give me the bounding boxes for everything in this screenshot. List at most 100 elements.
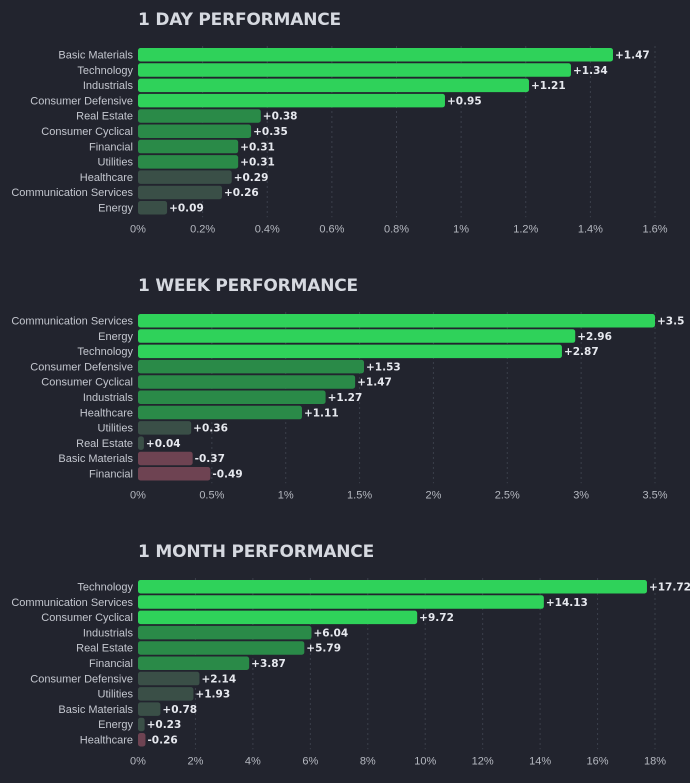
bar [138,595,544,609]
bar [138,375,356,389]
tick-label: 0.8% [384,223,409,235]
category-label: Consumer Cyclical [41,612,133,624]
category-label: Consumer Defensive [30,95,133,107]
category-label: Communication Services [11,187,133,199]
value-label: +2.96 [577,331,612,343]
value-label: +0.78 [162,704,197,716]
bar-chart-1-week: Communication Services +3.5 Energy +2.96 Tec… [11,312,684,501]
chart-title: 1 MONTH PERFORMANCE [138,542,374,562]
value-label: +0.26 [224,187,259,199]
value-label: -0.37 [195,453,225,465]
tick-label: 14% [529,755,551,767]
value-label: +0.23 [147,719,182,731]
bar [138,656,250,670]
bar [138,580,647,594]
category-label: Healthcare [80,407,133,419]
category-label: Technology [77,582,133,594]
bar [138,359,365,374]
value-label: +0.38 [263,111,298,123]
category-label: Industrials [83,80,134,92]
bar [138,314,655,328]
tick-label: 3% [573,489,589,501]
value-label: +1.34 [573,65,608,77]
tick-label: 2% [425,489,441,501]
tick-label: 4% [245,755,261,767]
chart-title: 1 WEEK PERFORMANCE [138,276,358,296]
value-label: +9.72 [419,612,454,624]
tick-label: 2.5% [495,489,520,501]
bar [138,201,168,215]
bar [138,687,194,701]
category-label: Basic Materials [58,453,133,465]
tick-label: 1% [278,489,294,501]
tick-label: 1.6% [642,223,667,235]
value-label: -0.49 [212,469,242,481]
bar [138,63,571,77]
value-label: +1.93 [195,689,230,701]
bar [138,185,223,200]
bar-chart-1-day: Basic Materials +1.47 Technology +1.34 Indus… [11,46,668,235]
bar [138,671,200,686]
bar [138,170,232,184]
tick-label: 12% [472,755,494,767]
category-label: Consumer Defensive [30,673,133,685]
category-label: Financial [89,469,133,481]
bar [138,109,261,123]
bar [138,625,312,640]
bar [138,93,445,108]
category-label: Energy [98,203,133,215]
bar [138,702,161,716]
tick-label: 0% [130,223,146,235]
bar [138,139,239,154]
value-label: +1.27 [328,392,363,404]
value-label: +6.04 [313,627,348,639]
tick-label: 16% [587,755,609,767]
bar [138,436,144,450]
tick-label: 0.6% [319,223,344,235]
value-label: +5.79 [306,643,341,655]
value-label: +1.53 [366,361,401,373]
tick-label: 1.2% [513,223,538,235]
tick-label: 18% [644,755,666,767]
bar [138,48,613,62]
tick-label: 8% [360,755,376,767]
bar [138,390,326,404]
category-label: Consumer Defensive [30,361,133,373]
bar [138,155,239,169]
bar [138,405,302,420]
bar [138,733,146,747]
tick-label: 10% [414,755,436,767]
value-label: +0.36 [193,423,228,435]
value-label: +0.04 [146,438,181,450]
tick-label: 2% [187,755,203,767]
value-label: +1.47 [615,50,650,62]
tick-label: 0% [130,755,146,767]
value-label: +0.35 [253,126,288,138]
value-label: +17.72 [649,582,690,594]
category-label: Utilities [98,423,134,435]
bar [138,451,193,466]
value-label: +0.31 [240,141,275,153]
chart-title: 1 DAY PERFORMANCE [138,10,341,30]
category-label: Communication Services [11,316,133,328]
tick-label: 1.5% [347,489,372,501]
value-label: +0.31 [240,157,275,169]
category-label: Technology [77,346,133,358]
category-label: Healthcare [80,735,133,747]
value-label: +1.11 [304,407,339,419]
chart-panel-1-day: 1 DAY PERFORMANCE Basic Materials +1.47 Te… [0,10,690,240]
tick-label: 0.5% [199,489,224,501]
tick-label: 3.5% [642,489,667,501]
category-label: Basic Materials [58,704,133,716]
tick-label: 0.2% [190,223,215,235]
tick-label: 6% [302,755,318,767]
category-label: Utilities [98,157,134,169]
bar-chart-1-month: Technology +17.72 Communication Services +1… [11,578,690,767]
value-label: +0.95 [447,95,482,107]
value-label: +3.5 [657,316,684,328]
category-label: Healthcare [80,172,133,184]
category-label: Energy [98,719,133,731]
value-label: +14.13 [546,597,588,609]
bar [138,467,211,481]
bar [138,344,562,359]
